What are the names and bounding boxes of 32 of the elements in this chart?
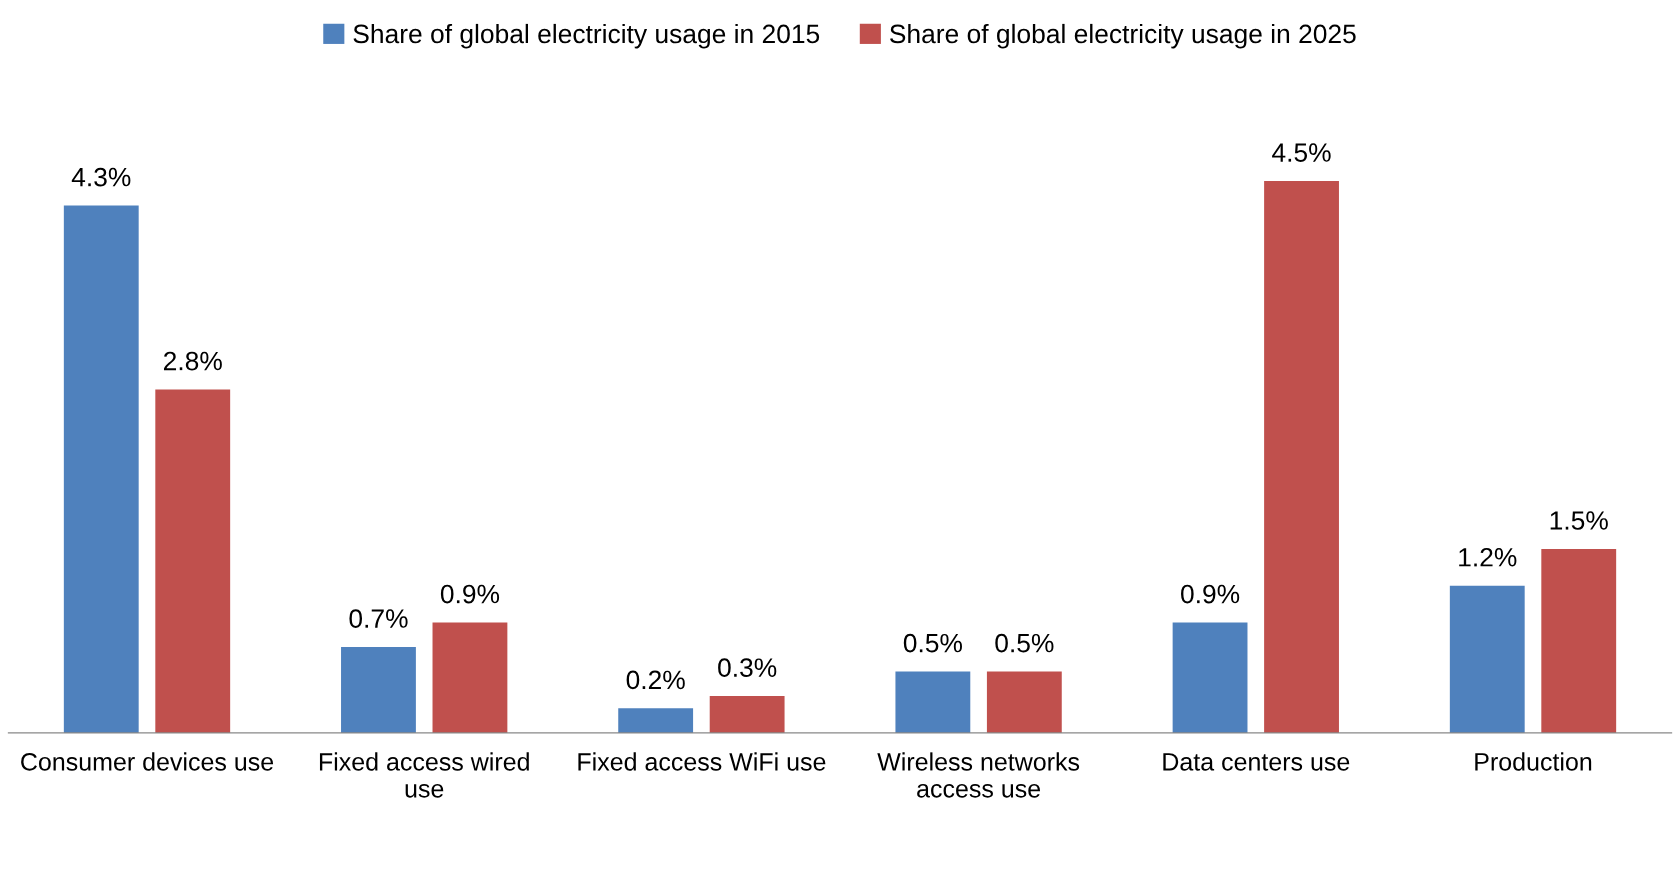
data-label: 0.7% xyxy=(349,609,408,628)
bar xyxy=(986,671,1062,733)
data-label: 0.9% xyxy=(1181,584,1240,604)
data-label: 0.2% xyxy=(626,670,685,690)
bar xyxy=(709,696,785,733)
data-label: 0.9% xyxy=(440,584,500,604)
data-label: 1.5% xyxy=(1550,511,1608,530)
bar xyxy=(895,671,971,733)
x-tick-label: Fixed access wired use xyxy=(319,752,529,798)
x-tick-label: Data centers use xyxy=(1163,753,1350,771)
data-label: 0.3% xyxy=(718,658,777,677)
data-label: 0.5% xyxy=(995,633,1054,653)
data-label: 0.5% xyxy=(903,633,962,653)
x-tick-label: Production xyxy=(1475,752,1592,771)
bar xyxy=(1541,548,1617,733)
bar xyxy=(432,622,508,733)
x-tick-label: Fixed access WiFi use xyxy=(578,752,826,771)
x-tick-label: Wireless networks access use xyxy=(877,752,1080,798)
bar xyxy=(341,647,416,733)
bar xyxy=(1449,585,1525,733)
bar xyxy=(1264,181,1339,733)
data-label: 1.2% xyxy=(1459,547,1517,567)
bar xyxy=(618,708,694,733)
data-label: 2.8% xyxy=(163,351,222,371)
bar xyxy=(1172,622,1248,733)
x-tick-label: Consumer devices use xyxy=(21,752,274,771)
bar xyxy=(63,205,139,733)
legend-label: Share of global electricity usage in 2025 xyxy=(890,23,1356,49)
data-label: 4.5% xyxy=(1272,143,1331,162)
data-label: 4.3% xyxy=(71,167,131,187)
bar xyxy=(155,389,231,733)
legend-label: Share of global electricity usage in 2015 xyxy=(353,23,820,49)
